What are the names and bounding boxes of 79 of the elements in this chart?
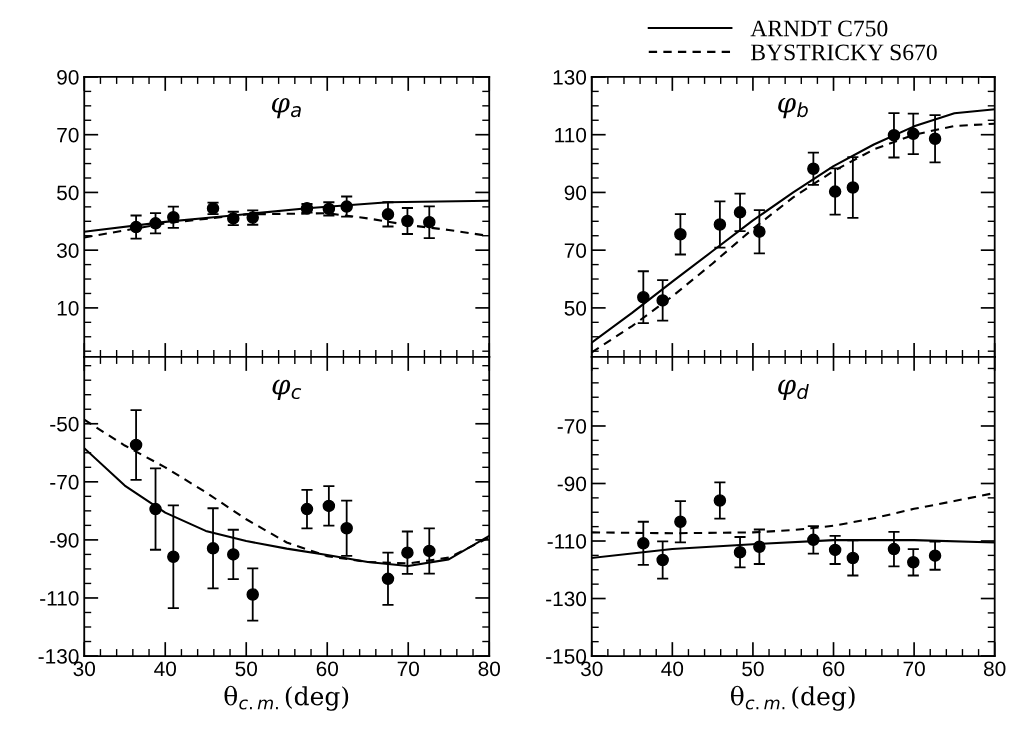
point <box>733 206 747 219</box>
legend-label: ARNDT C750 <box>750 20 888 37</box>
y-tick-label: 90 <box>57 69 79 85</box>
point <box>401 214 414 228</box>
point <box>753 540 766 554</box>
point <box>637 290 650 304</box>
y-tick-label: -90 <box>50 532 79 548</box>
point <box>846 181 860 194</box>
y-tick-label: -70 <box>557 418 587 434</box>
y-tick-label: 50 <box>57 185 79 201</box>
point <box>167 211 180 224</box>
point <box>656 294 669 307</box>
y-tick-label: 110 <box>555 127 587 143</box>
point <box>300 502 314 516</box>
point <box>907 556 920 569</box>
point <box>149 502 162 516</box>
point <box>227 548 240 561</box>
point <box>322 499 336 513</box>
legend-label: BYSTRICKY S670 <box>750 44 937 61</box>
x-axis-title: θ$_{c.m.}$(deg) <box>730 685 855 711</box>
point <box>928 132 942 145</box>
y-tick-label: -110 <box>547 534 587 549</box>
x-tick-label: 40 <box>154 661 177 677</box>
point <box>381 572 395 586</box>
point <box>846 551 860 565</box>
text: φ$_{d}$ <box>778 379 809 401</box>
y-tick-label: 50 <box>564 300 587 316</box>
x-tick-label: 80 <box>478 661 500 677</box>
text: φ$_{c}$ <box>272 379 302 401</box>
y-tick-label: -50 <box>50 416 79 432</box>
x-tick-label: 80 <box>984 661 1006 677</box>
point <box>753 225 766 238</box>
point <box>807 162 820 176</box>
x-axis-title: θ$_{c.m.}$(deg) <box>224 685 349 711</box>
y-tick-label: -90 <box>557 476 587 492</box>
point <box>246 588 259 601</box>
point <box>674 515 687 528</box>
point <box>674 228 687 241</box>
y-tick-label: 30 <box>57 243 79 258</box>
point <box>381 208 395 221</box>
point <box>733 545 747 559</box>
text: φ$_{b}$ <box>778 97 808 119</box>
point <box>887 542 901 556</box>
point <box>887 129 901 142</box>
point <box>713 218 727 231</box>
x-tick-label: 60 <box>316 661 339 677</box>
y-tick-label: -130 <box>546 591 587 607</box>
y-tick-label: 70 <box>57 127 79 143</box>
y-tick-label: -70 <box>50 474 79 490</box>
point <box>928 549 942 562</box>
point <box>167 550 180 563</box>
point <box>656 553 669 567</box>
y-tick-label: 90 <box>564 185 587 201</box>
point <box>828 185 842 198</box>
point <box>149 217 162 230</box>
point <box>206 542 220 555</box>
point <box>423 215 436 229</box>
point <box>637 537 650 550</box>
x-tick-label: 70 <box>903 661 925 677</box>
x-tick-label: 60 <box>822 661 845 677</box>
point <box>907 127 920 141</box>
x-tick-label: 50 <box>742 661 764 677</box>
y-tick-label: 70 <box>564 243 587 258</box>
point <box>401 546 414 559</box>
x-tick-label: 50 <box>235 661 258 677</box>
y-tick-label: 130 <box>553 69 587 85</box>
x-tick-label: 70 <box>397 661 420 677</box>
point <box>340 200 353 213</box>
y-tick-label: 10 <box>57 300 79 316</box>
text: φ$_{a}$ <box>271 97 301 119</box>
point <box>129 438 143 452</box>
point <box>340 522 353 535</box>
x-tick-label: 40 <box>661 661 684 677</box>
point <box>807 533 820 547</box>
y-tick-label: -110 <box>40 590 79 606</box>
point <box>713 494 727 507</box>
point <box>423 544 436 558</box>
point <box>129 220 143 234</box>
point <box>828 543 842 557</box>
